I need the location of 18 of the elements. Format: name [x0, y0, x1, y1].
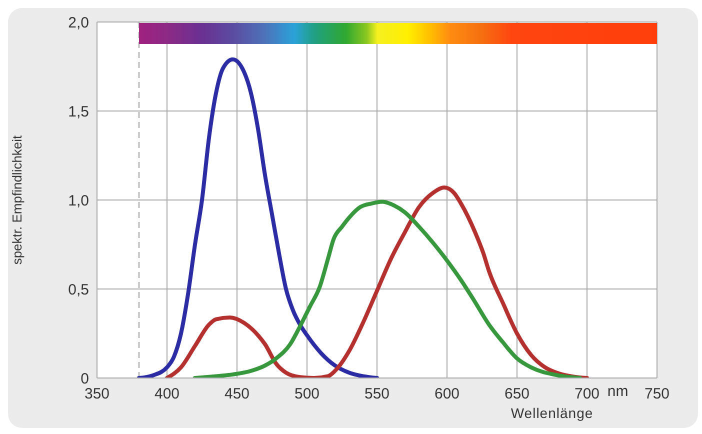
x-tick-label: 600 — [434, 386, 460, 403]
y-tick-label: 0,5 — [68, 281, 89, 298]
line-series — [137, 57, 379, 378]
y-tick-label: 1,0 — [68, 192, 89, 210]
y-tick-label: 0 — [80, 370, 89, 388]
text: nm — [606, 383, 630, 400]
x-tick-label: 400 — [154, 386, 180, 403]
y-tick-label: 1,5 — [68, 103, 89, 120]
x-tick-label: 700 — [574, 386, 600, 403]
x-tick-label: 500 — [294, 386, 320, 403]
x-axis-title: Wellenlänge — [510, 405, 594, 421]
x-tick-label: 650 — [504, 386, 530, 403]
y-axis-title: spektr. Empfindlichkeit — [10, 134, 25, 265]
y-tick-label: 2,0 — [68, 14, 89, 32]
x-tick-label: 550 — [364, 386, 390, 403]
x-tick-label: 450 — [224, 386, 250, 403]
x-tick-label: 750 — [644, 386, 670, 403]
x-tick-label: 350 — [84, 386, 110, 403]
